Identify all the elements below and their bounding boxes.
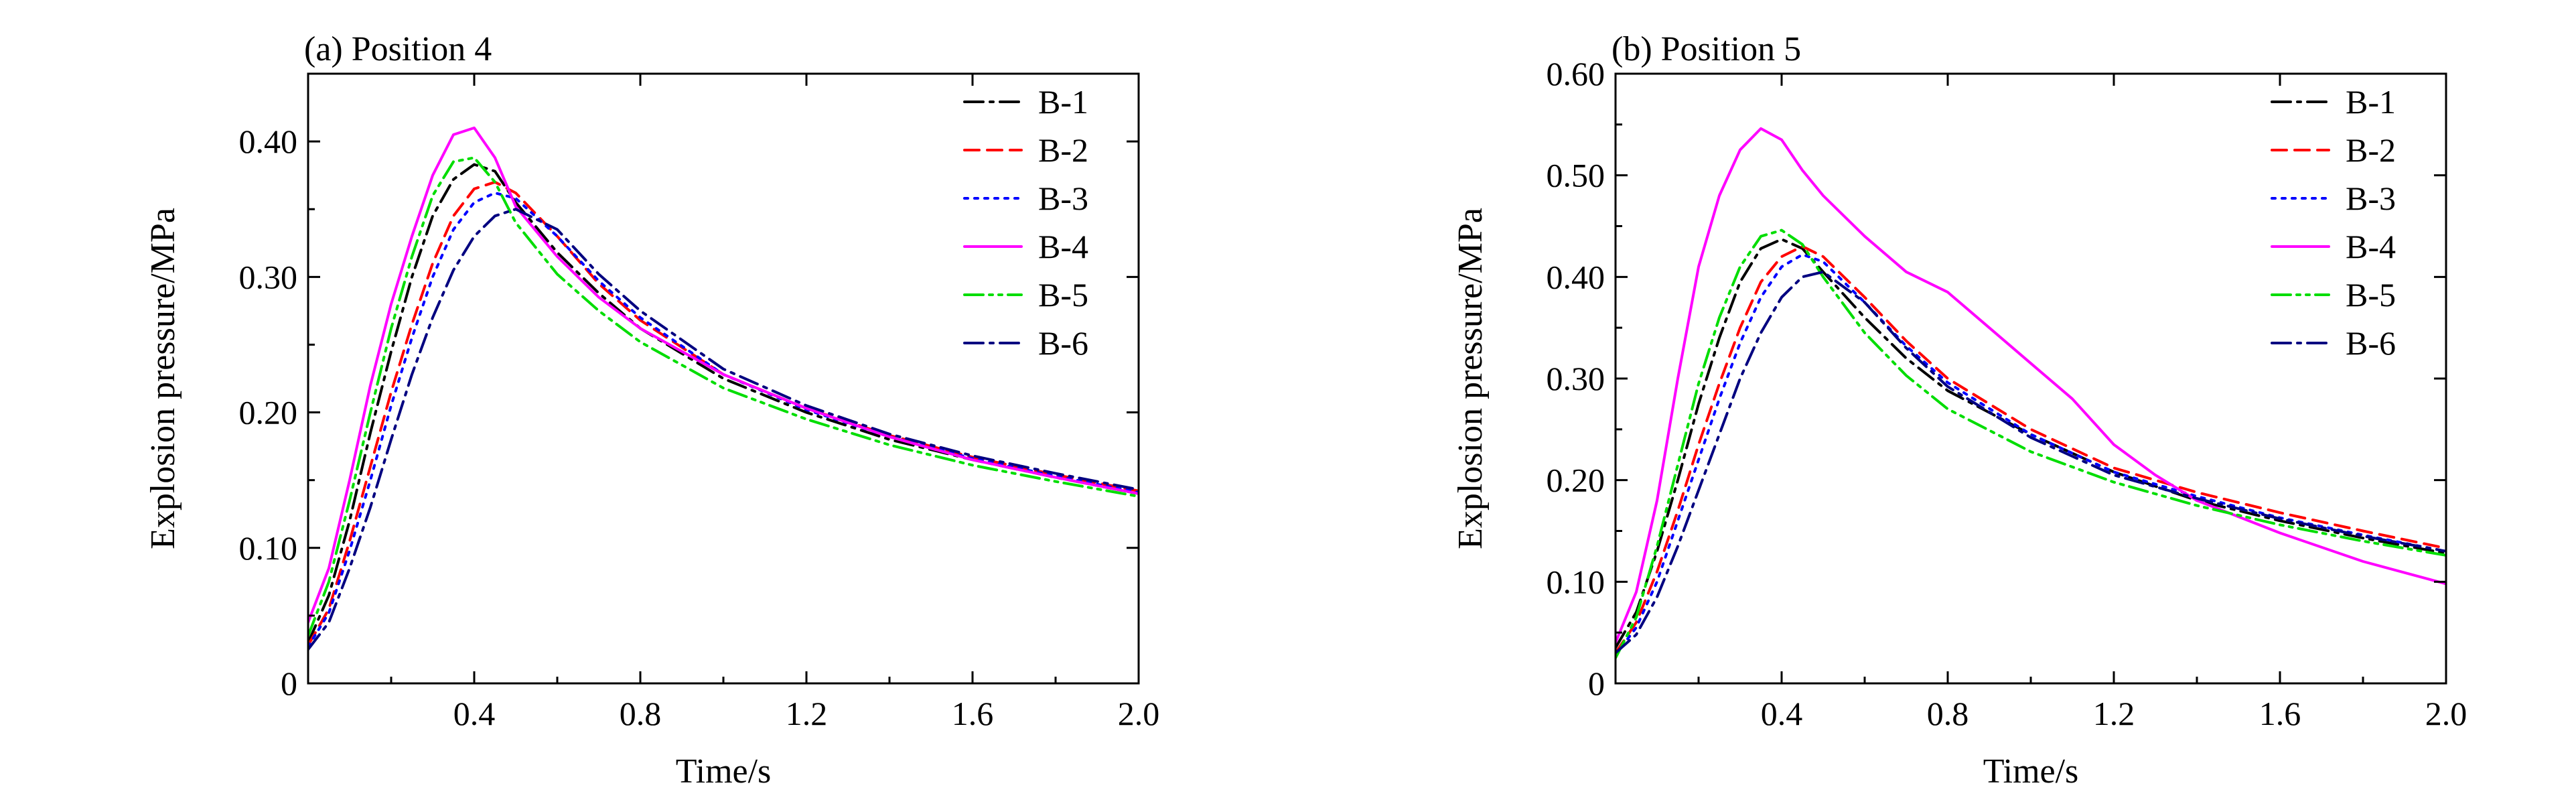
series-line-b-3 bbox=[308, 192, 1139, 649]
legend-label-b-3: B-3 bbox=[2346, 180, 2396, 217]
series-line-b-5 bbox=[308, 156, 1139, 638]
x-axis-title: Time/s bbox=[676, 752, 772, 791]
x-tick-label: 0.8 bbox=[620, 695, 662, 732]
panel-a: 0.4 0.8 1.2 1.6 2.0 0 0.10 0.20 0.30 0.40 Time/s Ex… bbox=[144, 30, 1159, 791]
series-line-b-6 bbox=[308, 208, 1139, 651]
series-line-b-2 bbox=[1616, 245, 2446, 655]
series-line-b-6 bbox=[1616, 270, 2446, 655]
series-line-b-1 bbox=[1616, 238, 2446, 649]
legend-label-b-2: B-2 bbox=[1038, 131, 1088, 169]
legend-label-b-1: B-1 bbox=[1038, 83, 1088, 121]
legend: B-1 B-2 B-3 B-4 B-5 B-6 bbox=[2271, 83, 2396, 362]
y-tick-label: 0.10 bbox=[239, 529, 298, 567]
legend-label-b-6: B-6 bbox=[2346, 324, 2396, 362]
legend-label-b-2: B-2 bbox=[2346, 131, 2396, 169]
legend-label-b-3: B-3 bbox=[1038, 180, 1088, 217]
series-group bbox=[1616, 127, 2446, 660]
plot-frame bbox=[307, 72, 1140, 685]
legend-label-b-4: B-4 bbox=[1038, 228, 1088, 265]
y-tick-label: 0.60 bbox=[1547, 55, 1605, 92]
x-tick-label: 2.0 bbox=[1118, 695, 1160, 732]
x-tick-label: 0.8 bbox=[1927, 695, 1969, 732]
x-tick-label: 0.4 bbox=[1761, 695, 1803, 732]
panel-b: 0.4 0.8 1.2 1.6 2.0 0 0.10 0.20 0.30 0.40 0.50 0.60… bbox=[1451, 30, 2467, 791]
legend-label-b-5: B-5 bbox=[1038, 276, 1088, 314]
x-tick-label: 1.2 bbox=[2093, 695, 2135, 732]
x-tick-label: 1.6 bbox=[952, 695, 994, 732]
legend-label-b-4: B-4 bbox=[2346, 228, 2396, 265]
series-line-b-1 bbox=[308, 163, 1139, 645]
y-tick-label: 0.50 bbox=[1547, 157, 1605, 194]
series-line-b-2 bbox=[308, 180, 1139, 647]
series-line-b-3 bbox=[1616, 253, 2446, 657]
series-line-b-4 bbox=[308, 126, 1139, 624]
legend-label-b-6: B-6 bbox=[1038, 324, 1088, 362]
y-tick-label: 0 bbox=[1588, 665, 1605, 702]
y-tick-label: 0 bbox=[281, 665, 297, 702]
y-tick-label: 0.20 bbox=[1547, 462, 1605, 499]
y-tick-label: 0.40 bbox=[1547, 258, 1605, 295]
legend-label-b-5: B-5 bbox=[2346, 276, 2396, 314]
x-axis-title: Time/s bbox=[1983, 752, 2079, 791]
legend-label-b-1: B-1 bbox=[2346, 83, 2396, 121]
panel-title: (b) Position 5 bbox=[1612, 30, 1801, 68]
series-line-b-5 bbox=[1616, 228, 2446, 660]
y-axis-title: Explosion pressure/MPa bbox=[1451, 208, 1490, 549]
x-tick-label: 1.6 bbox=[2259, 695, 2301, 732]
legend: B-1 B-2 B-3 B-4 B-5 B-6 bbox=[963, 83, 1088, 362]
panel-title: (a) Position 4 bbox=[304, 30, 492, 68]
y-tick-label: 0.30 bbox=[1547, 360, 1605, 397]
plot-frame bbox=[1614, 72, 2447, 685]
series-group bbox=[308, 126, 1139, 651]
x-tick-label: 2.0 bbox=[2425, 695, 2467, 732]
series-line-b-4 bbox=[1616, 127, 2446, 645]
y-tick-label: 0.40 bbox=[239, 123, 298, 160]
x-tick-label: 0.4 bbox=[453, 695, 496, 732]
y-tick-label: 0.30 bbox=[239, 258, 298, 295]
x-tick-label: 1.2 bbox=[786, 695, 828, 732]
y-tick-label: 0.20 bbox=[239, 394, 298, 431]
y-tick-label: 0.10 bbox=[1547, 563, 1605, 600]
y-axis-title: Explosion pressure/MPa bbox=[144, 208, 182, 549]
